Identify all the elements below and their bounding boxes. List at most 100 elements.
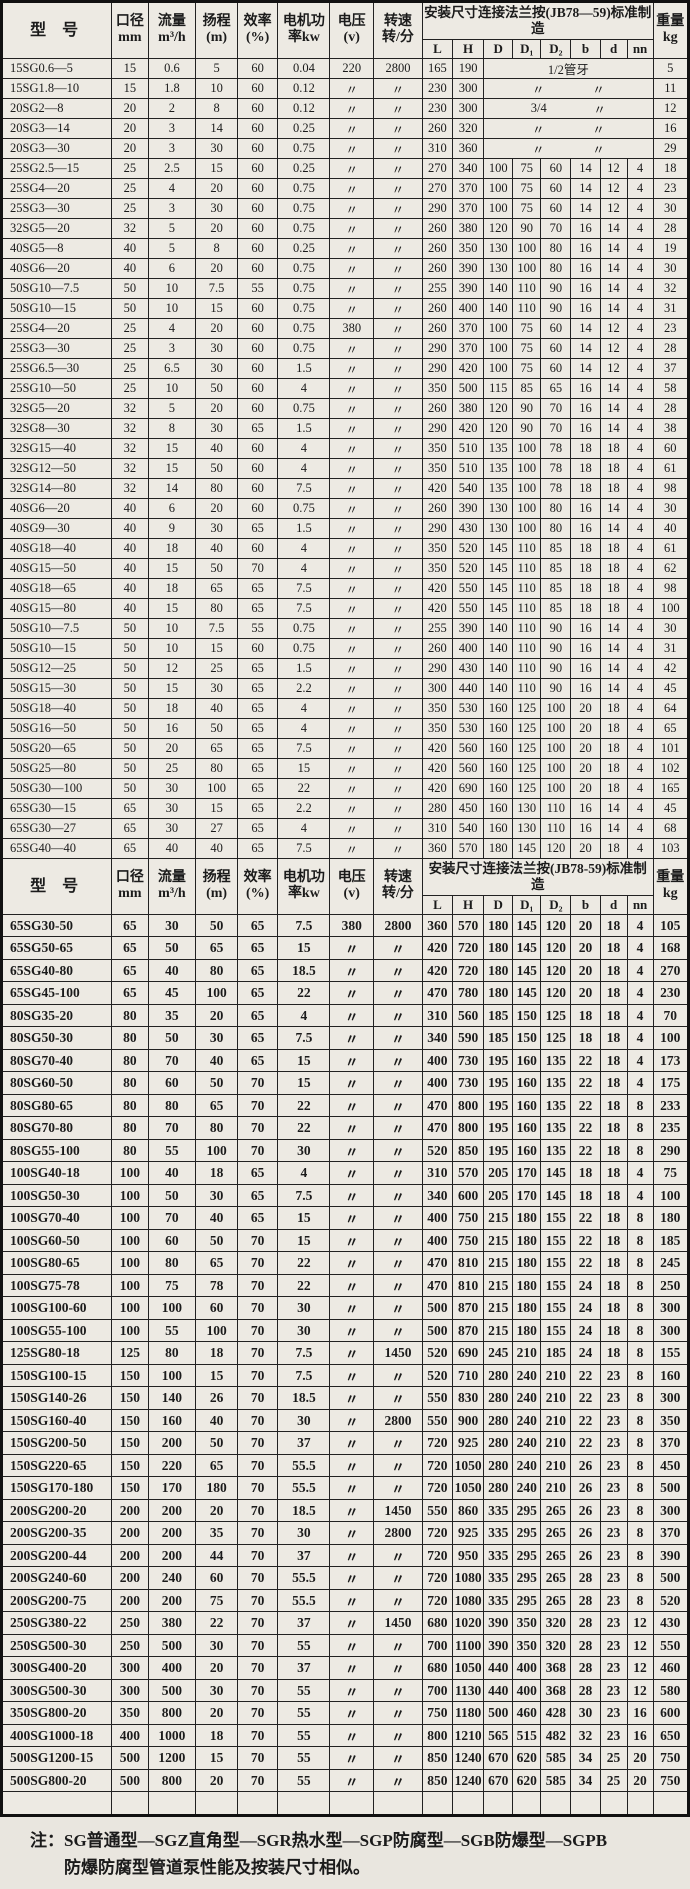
cell-b: 16 <box>570 817 601 839</box>
cell-power: 37 <box>277 1656 331 1680</box>
header-flow: 流量 m³/h <box>147 1 197 59</box>
cell-power: 7.5 <box>277 837 331 859</box>
cell-speed: 〃 <box>373 497 423 519</box>
cell-D2: 265 <box>540 1498 572 1523</box>
cell-D2: 210 <box>540 1408 572 1433</box>
cell-speed: 〃 <box>373 1206 423 1230</box>
table-row: 100SG60-50 100 60 50 70 15 〃〃 400 750 215 180 155 22… <box>0 1228 690 1253</box>
cell-efficiency: 70 <box>236 1431 279 1455</box>
cell-head: 40 <box>195 537 238 559</box>
cell-H: 300 <box>451 97 485 119</box>
cell-voltage: 〃 <box>329 1633 375 1658</box>
cell-H: 350 <box>451 237 485 259</box>
cell-efficiency: 70 <box>236 1588 279 1613</box>
cell-efficiency: 65 <box>236 913 279 938</box>
cell-head: 5 <box>195 57 238 79</box>
cell-speed: 〃 <box>373 577 423 599</box>
cell-D: 195 <box>483 1071 514 1095</box>
cell-model: 15SG0.6—5 <box>0 57 113 79</box>
cell-weight: 180 <box>652 1206 690 1230</box>
cell-d: 14 <box>599 237 628 259</box>
cell-nn: 4 <box>626 417 654 439</box>
cell-efficiency: 65 <box>236 757 279 779</box>
cell-head: 30 <box>195 337 238 359</box>
cell-efficiency: 65 <box>236 577 279 599</box>
cell-power: 22 <box>277 1251 331 1275</box>
cell-D: 180 <box>483 837 514 859</box>
cell-L: 550 <box>421 1408 454 1433</box>
footnote: 注： SG普通型—SGZ直角型—SGR热水型—SGP防腐型—SGB防爆型—SGP… <box>0 1817 690 1889</box>
cell-weight: 300 <box>652 1318 690 1343</box>
cell-voltage: 〃 <box>329 1656 375 1680</box>
cell-speed: 〃 <box>373 177 423 199</box>
table-row: 20SG3—30 20 3 30 60 0.75 〃〃 310 360 〃〃 29 <box>0 137 690 159</box>
cell-model: 80SG55-100 <box>0 1138 113 1163</box>
cell-model: 32SG5—20 <box>0 217 113 239</box>
cell-H: 420 <box>451 357 485 379</box>
table-row: 32SG14—80 32 14 80 60 7.5 〃〃 420 540 135 100 78 18 18… <box>0 477 690 499</box>
cell-d: 23 <box>599 1611 628 1635</box>
table-row: 80SG35-20 80 35 20 65 4 〃〃 310 560 185 150 125 18 18 4… <box>0 1003 690 1028</box>
cell-model: 65SG30—15 <box>0 797 113 819</box>
cell-H: 190 <box>451 57 485 79</box>
cell-head: 40 <box>195 1206 238 1230</box>
cell-head: 20 <box>195 1656 238 1680</box>
cell-voltage: 〃 <box>329 397 375 419</box>
cell-nn: 4 <box>626 958 654 983</box>
cell-L: 260 <box>421 117 454 139</box>
cell-L: 300 <box>421 677 454 699</box>
cell-speed: 〃 <box>373 237 423 259</box>
cell-D1: 180 <box>512 1228 542 1253</box>
cell-speed: 1450 <box>373 1611 423 1635</box>
cell-weight: 155 <box>652 1341 690 1365</box>
cell-speed: 〃 <box>373 597 423 619</box>
cell-model: 40SG9—30 <box>0 517 113 539</box>
cell-weight: 250 <box>652 1273 690 1298</box>
cell-head: 15 <box>195 297 238 319</box>
header-dim-H: H <box>451 895 485 915</box>
cell-speed: 〃 <box>373 1566 423 1590</box>
cell-D: 215 <box>483 1206 514 1230</box>
header-model: 型 号 <box>0 857 113 915</box>
cell-voltage: 〃 <box>329 557 375 579</box>
cell-diameter: 40 <box>111 497 149 519</box>
cell-b: 16 <box>570 637 601 659</box>
cell-D2: 320 <box>540 1611 572 1635</box>
cell-nn: 4 <box>626 157 654 179</box>
cell-efficiency: 70 <box>236 1768 279 1793</box>
cell-efficiency: 60 <box>236 377 279 399</box>
cell-efficiency: 60 <box>236 537 279 559</box>
cell-head: 100 <box>195 981 238 1005</box>
cell-H: 710 <box>451 1363 485 1388</box>
cell-speed: 〃 <box>373 837 423 859</box>
cell-voltage: 〃 <box>329 357 375 379</box>
cell-weight: 28 <box>652 217 690 239</box>
cell-flow: 2 <box>147 97 197 119</box>
cell-H: 530 <box>451 697 485 719</box>
cell-weight: 300 <box>652 1498 690 1523</box>
header-power: 电机功 率kw <box>277 857 331 915</box>
cell-voltage: 〃 <box>329 637 375 659</box>
cell-weight: 168 <box>652 936 690 960</box>
cell-D2: 90 <box>540 277 572 299</box>
cell-D2: 90 <box>540 617 572 639</box>
cell-nn: 4 <box>626 717 654 739</box>
cell-head: 50 <box>195 1228 238 1253</box>
cell-voltage: 〃 <box>329 77 375 99</box>
cell-head: 80 <box>195 958 238 983</box>
table-row: 200SG200-20 200 200 20 70 18.5 〃 1450 550 860 335 2… <box>0 1498 690 1523</box>
cell-H: 570 <box>451 837 485 859</box>
cell-nn: 4 <box>626 657 654 679</box>
cell-voltage: 〃 <box>329 137 375 159</box>
cell-nn: 4 <box>626 697 654 719</box>
cell-weight: 290 <box>652 1138 690 1163</box>
cell-d: 23 <box>599 1588 628 1613</box>
cell-voltage: 〃 <box>329 377 375 399</box>
cell-efficiency: 70 <box>236 1701 279 1725</box>
cell-D1: 125 <box>512 697 542 719</box>
cell-model: 40SG18—65 <box>0 577 113 599</box>
cell-weight: 30 <box>652 617 690 639</box>
header-flow: 流量 m³/h <box>147 857 197 915</box>
cell-head: 180 <box>195 1476 238 1500</box>
cell-D: 120 <box>483 417 514 439</box>
